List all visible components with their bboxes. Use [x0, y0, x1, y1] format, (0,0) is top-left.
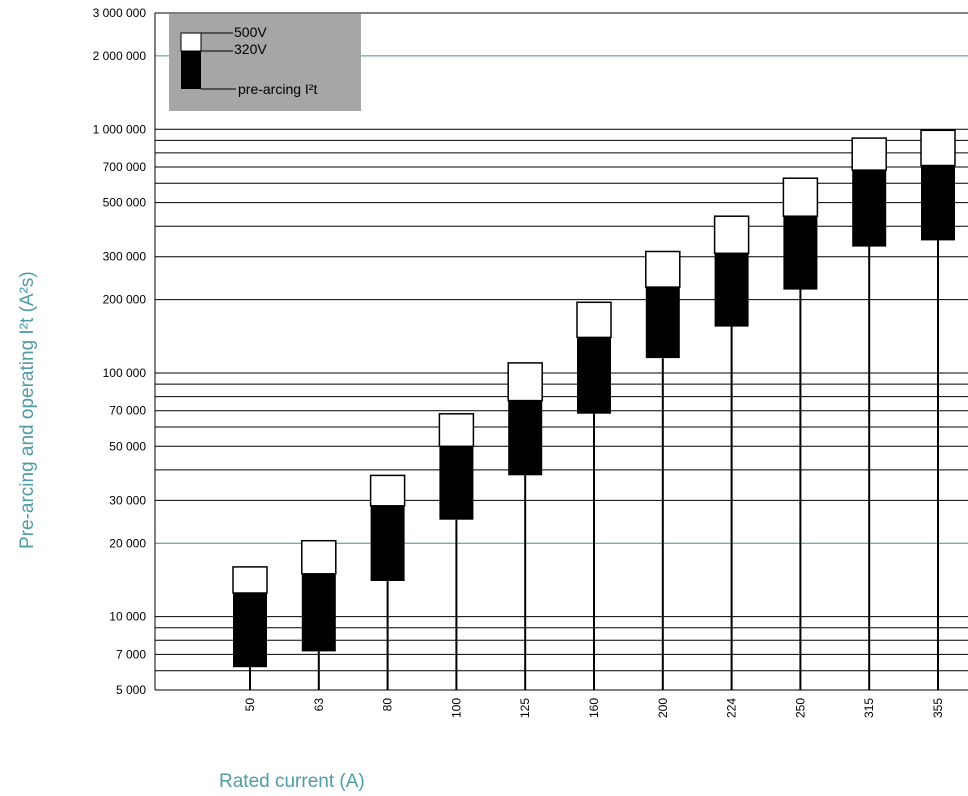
- y-tick-label-200000: 200 000: [103, 293, 147, 307]
- x-tick-labels: 50 63 80 100 125 160 200 224 250 315 355: [243, 698, 945, 718]
- y-tick-labels: 5 000 7 000 10 000 20 000 30 000 50 000 70 000…: [93, 6, 147, 697]
- legend: 500V 320V pre-arcing I²t: [169, 14, 361, 111]
- bar-pre-arcing-80: [370, 505, 405, 581]
- legend-label-500v: 500V: [234, 24, 267, 40]
- y-tick-label-10000: 10 000: [109, 610, 146, 624]
- y-tick-label-300000: 300 000: [103, 250, 147, 264]
- x-tick-label-224: 224: [725, 698, 739, 718]
- y-tick-label-70000: 70 000: [109, 404, 146, 418]
- y-tick-label-500000: 500 000: [103, 196, 147, 210]
- legend-label-pre-arcing: pre-arcing I²t: [238, 81, 317, 97]
- bar-operating-224: [713, 215, 750, 255]
- bars: [232, 129, 956, 690]
- x-tick-label-200: 200: [656, 698, 670, 718]
- bar-operating-250: [782, 177, 819, 217]
- y-axis-title: Pre-arcing and operating I²t (A²s): [17, 271, 38, 549]
- x-tick-label-100: 100: [449, 698, 463, 718]
- y-tick-label-2000000: 2 000 000: [93, 49, 147, 63]
- x-tick-label-315: 315: [862, 698, 876, 718]
- x-tick-label-355: 355: [931, 698, 945, 718]
- bar-operating-125: [507, 362, 543, 402]
- bar-operating-315: [851, 137, 887, 171]
- legend-swatch-500v: [180, 32, 202, 52]
- x-tick-label-80: 80: [381, 698, 395, 712]
- bar-pre-arcing-160: [577, 337, 611, 414]
- bar-pre-arcing-224: [714, 253, 749, 327]
- bar-pre-arcing-50: [233, 593, 267, 668]
- bar-operating-355: [920, 129, 956, 167]
- y-tick-label-5000: 5 000: [116, 683, 146, 697]
- y-tick-label-7000: 7 000: [116, 647, 146, 661]
- bar-pre-arcing-355: [921, 165, 955, 241]
- bar-pre-arcing-100: [439, 446, 474, 520]
- y-tick-label-3000000: 3 000 000: [93, 6, 147, 20]
- bar-pre-arcing-200: [645, 287, 680, 359]
- bar-operating-63: [301, 539, 337, 575]
- bar-operating-200: [645, 250, 681, 288]
- grid: [154, 12, 968, 691]
- x-tick-label-125: 125: [518, 698, 532, 718]
- legend-label-320v: 320V: [234, 41, 267, 57]
- bar-operating-160: [576, 301, 612, 339]
- y-tick-label-20000: 20 000: [109, 536, 146, 550]
- bar-operating-80: [369, 474, 406, 507]
- legend-swatch-pre-arcing: [181, 51, 201, 89]
- x-tick-label-250: 250: [793, 698, 807, 718]
- bar-operating-50: [232, 566, 268, 594]
- y-tick-label-700000: 700 000: [103, 160, 147, 174]
- y-tick-label-50000: 50 000: [109, 439, 146, 453]
- x-axis-title: Rated current (A): [219, 771, 365, 792]
- bar-pre-arcing-125: [508, 400, 543, 476]
- y-tick-label-1000000: 1 000 000: [93, 122, 147, 136]
- bar-pre-arcing-315: [852, 170, 887, 247]
- x-tick-label-160: 160: [587, 698, 601, 718]
- bar-pre-arcing-63: [301, 573, 336, 652]
- x-tick-label-50: 50: [243, 698, 257, 712]
- y-tick-label-100000: 100 000: [103, 366, 147, 380]
- bar-pre-arcing-250: [783, 216, 818, 290]
- x-tick-label-63: 63: [312, 698, 326, 712]
- y-tick-label-30000: 30 000: [109, 493, 146, 507]
- bar-operating-100: [438, 413, 475, 448]
